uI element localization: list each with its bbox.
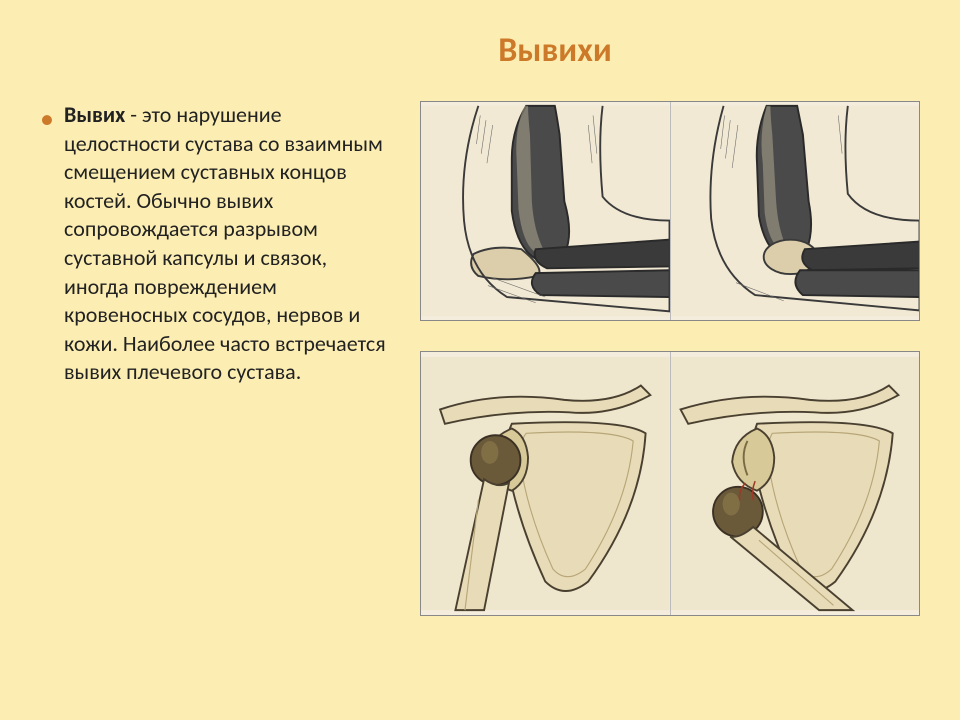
image-column (420, 101, 920, 680)
figure-shoulder (420, 351, 920, 616)
figure-elbow (420, 101, 920, 321)
figure-elbow-dislocated (421, 102, 670, 320)
slide: Вывихи Вывих - это нарушение целостности… (0, 0, 960, 720)
figure-elbow-normal (670, 102, 920, 320)
slide-title: Вывихи (40, 30, 920, 71)
figure-shoulder-normal (421, 352, 670, 615)
text-column: Вывих - это нарушение целостности сустав… (40, 101, 390, 680)
slide-body: Вывих - это нарушение целостности сустав… (40, 101, 920, 680)
figure-shoulder-dislocated (670, 352, 920, 615)
bullet-rest: - это нарушение целостности сустава со в… (64, 101, 386, 385)
bullet-lead: Вывих (64, 101, 125, 128)
bullet-item: Вывих - это нарушение целостности сустав… (64, 101, 390, 387)
